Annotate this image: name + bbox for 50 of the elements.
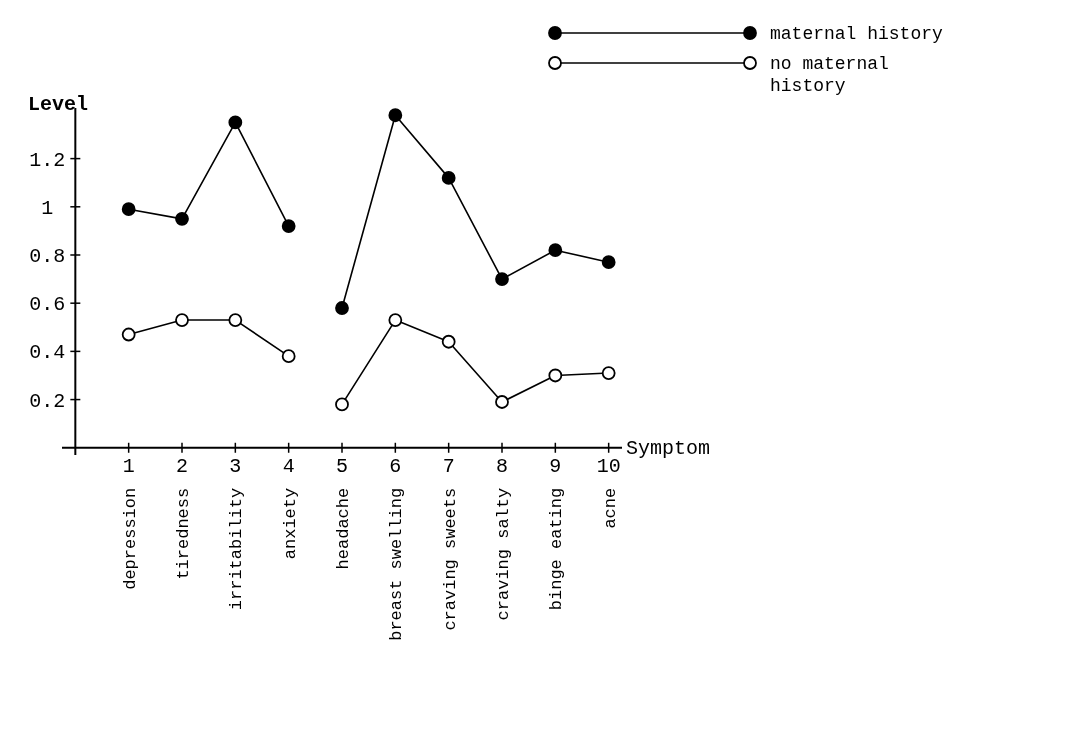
point: [335, 397, 349, 412]
x-tick-label: 10: [596, 454, 621, 478]
text: craving salty: [494, 487, 513, 621]
y-tick-label: 0.4: [29, 341, 66, 365]
point: [441, 334, 456, 349]
point: [495, 272, 509, 286]
point: [495, 395, 509, 409]
point: [548, 243, 563, 258]
legend-label: no maternal history: [770, 54, 889, 96]
point: [121, 202, 136, 217]
y-tick-label: 0.6: [29, 293, 66, 317]
point: [335, 301, 349, 315]
x-tick-label: 9: [549, 454, 562, 478]
x-axis-title: Symptom: [626, 436, 711, 460]
legend-label: maternal history: [770, 24, 944, 44]
y-tick-label: 1.2: [29, 148, 66, 172]
text: tiredness: [174, 487, 193, 580]
text: anxiety: [280, 487, 300, 560]
x-tick-label: 8: [495, 454, 509, 478]
point: [228, 115, 243, 130]
point: [228, 313, 243, 327]
x-tick-label: 4: [282, 454, 295, 478]
point: [548, 368, 563, 383]
text: acne: [600, 487, 620, 529]
x-tick-label: 2: [175, 454, 189, 478]
point: [388, 108, 403, 123]
point: [121, 327, 136, 342]
point: [175, 313, 189, 327]
text: craving sweets: [440, 487, 460, 631]
text: binge eating: [547, 487, 567, 611]
y-tick-label: 0.8: [29, 244, 66, 268]
point: [281, 349, 296, 364]
x-tick-label: 1: [122, 454, 135, 478]
text: irritability: [227, 487, 247, 611]
y-axis-title: Level: [28, 93, 89, 116]
point: [441, 170, 456, 185]
point: [601, 366, 616, 380]
x-tick-label: 3: [229, 454, 242, 478]
y-tick-label: 0.2: [29, 389, 66, 413]
point: [281, 219, 296, 233]
point: [601, 255, 616, 270]
y-tick-label: 1: [41, 196, 54, 220]
point: [175, 211, 189, 226]
x-tick-label: 6: [389, 454, 402, 478]
text: breast swelling: [387, 487, 407, 641]
x-tick-label: 7: [442, 454, 455, 478]
point: [388, 313, 403, 327]
text: depression: [120, 487, 140, 590]
x-tick-label: 5: [335, 454, 349, 478]
text: headache: [334, 487, 353, 570]
